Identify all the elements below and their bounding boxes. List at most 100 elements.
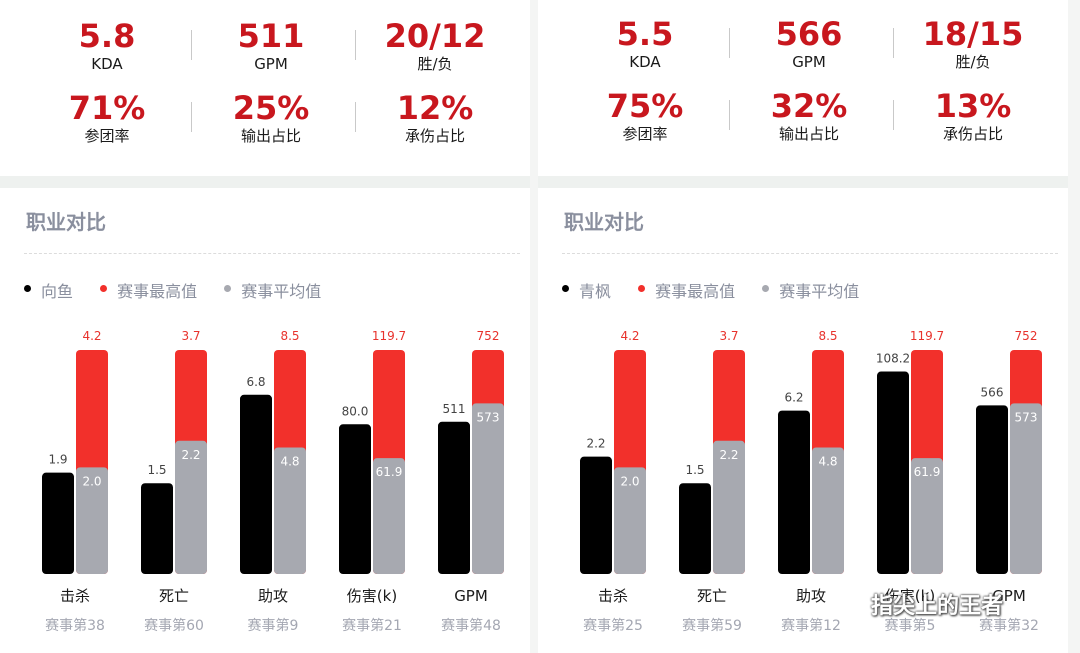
- rank-label: 赛事第25: [583, 617, 643, 634]
- legend-dot: [638, 284, 646, 292]
- stat-label: 输出占比: [240, 127, 301, 145]
- bar-max-label: 4.2: [82, 329, 101, 343]
- stat-divider: [729, 28, 730, 58]
- bar-average-label: 4.8: [818, 455, 837, 469]
- stat-label: 输出占比: [778, 125, 839, 143]
- wechat-icon: [835, 596, 864, 618]
- stat-value: 511: [237, 17, 305, 55]
- bar-player-label: 6.2: [784, 391, 803, 405]
- bar-player: [141, 483, 173, 574]
- bar-average-label: 61.9: [376, 465, 403, 479]
- bar-max-label: 752: [477, 329, 500, 343]
- stat-kda: 5.8 KDA: [32, 18, 182, 74]
- bar-average-label: 2.2: [719, 448, 738, 462]
- section-band: [538, 176, 1068, 188]
- bar-player: [679, 483, 711, 574]
- bar-max-label: 3.7: [719, 329, 738, 343]
- rank-label: 赛事第32: [979, 617, 1039, 634]
- bar-average: [175, 440, 207, 574]
- bar-max-label: 119.7: [372, 329, 406, 343]
- bar-player: [240, 394, 272, 574]
- bar-average: [614, 467, 646, 574]
- rank-label: 赛事第60: [144, 617, 204, 634]
- stat-value: 12%: [396, 89, 474, 127]
- legend-dot: [224, 284, 232, 292]
- section-title: 职业对比: [26, 210, 106, 234]
- stat-divider: [191, 30, 192, 60]
- stat-divider: [893, 28, 894, 58]
- stat-value: 5.8: [78, 17, 136, 55]
- stat-label: 胜/负: [955, 53, 991, 71]
- bar-player-label: 511: [443, 402, 466, 416]
- stat-label: 参团率: [84, 127, 130, 145]
- bar-average: [812, 447, 844, 574]
- category-label: GPM: [454, 587, 488, 605]
- legend-player: 向鱼: [24, 278, 73, 302]
- stats-grid: 5.8 KDA 511 GPM 20/12 胜/负 71% 参团率 25% 输出占比 12…: [0, 0, 530, 176]
- bar-max-label: 119.7: [910, 329, 944, 343]
- legend-label: 赛事最高值: [655, 282, 736, 301]
- bar-player-label: 2.2: [586, 437, 605, 451]
- bar-average: [713, 440, 745, 574]
- stat-win-loss: 18/15 胜/负: [898, 16, 1048, 72]
- legend-dot: [100, 284, 108, 292]
- rank-label: 赛事第12: [781, 617, 841, 634]
- bar-max-label: 8.5: [818, 329, 837, 343]
- bar-player-label: 108.2: [876, 352, 910, 366]
- bar-player: [42, 472, 74, 574]
- bar-player: [580, 456, 612, 574]
- legend-player: 青枫: [562, 278, 611, 302]
- bar-average-label: 2.2: [181, 448, 200, 462]
- legend-max: 赛事最高值: [638, 278, 735, 302]
- category-label: 死亡: [159, 587, 189, 605]
- stat-label: GPM: [792, 53, 826, 71]
- stat-value: 566: [775, 15, 843, 53]
- rank-label: 赛事第59: [682, 617, 742, 634]
- legend-avg: 赛事平均值: [762, 278, 859, 302]
- stat-value: 75%: [606, 87, 684, 125]
- bar-average: [911, 458, 943, 574]
- stat-divider: [355, 102, 356, 132]
- stat-damage-share: 32% 输出占比: [734, 88, 884, 144]
- bar-average: [274, 447, 306, 574]
- stat-participation: 75% 参团率: [570, 88, 720, 144]
- legend-label: 赛事平均值: [241, 282, 322, 301]
- stat-value: 71%: [68, 89, 146, 127]
- player-panel-left: 5.8 KDA 511 GPM 20/12 胜/负 71% 参团率 25% 输出占比 12…: [0, 0, 530, 653]
- stat-label: KDA: [629, 53, 661, 71]
- stat-value: 32%: [770, 87, 848, 125]
- player-panel-right: 5.5 KDA 566 GPM 18/15 胜/负 75% 参团率 32% 输出占比 13…: [538, 0, 1068, 653]
- bar-average-label: 2.0: [82, 474, 101, 488]
- bar-player: [438, 421, 470, 574]
- rank-label: 赛事第21: [342, 617, 402, 634]
- bar-max-label: 4.2: [620, 329, 639, 343]
- rank-label: 赛事第9: [248, 617, 299, 634]
- stat-gpm: 566 GPM: [734, 16, 884, 72]
- bar-player-label: 1.5: [685, 463, 704, 477]
- stat-value: 18/15: [922, 15, 1024, 53]
- bar-player-label: 1.9: [48, 453, 67, 467]
- stat-divider: [355, 30, 356, 60]
- legend-avg: 赛事平均值: [224, 278, 321, 302]
- section-band: [0, 176, 530, 188]
- legend-dot: [24, 284, 31, 292]
- bar-player: [778, 410, 810, 574]
- dashed-divider: [562, 253, 1058, 254]
- legend-dot: [762, 284, 770, 292]
- watermark: 指尖上的王者: [835, 588, 1003, 620]
- bar-average: [373, 458, 405, 574]
- bar-average: [76, 467, 108, 574]
- bar-average: [1010, 403, 1042, 574]
- dashed-divider: [24, 253, 520, 254]
- bar-player: [976, 405, 1008, 574]
- stat-tank-share: 13% 承伤占比: [898, 88, 1048, 144]
- legend-label: 向鱼: [41, 282, 74, 301]
- stat-divider: [191, 102, 192, 132]
- legend-label: 赛事最高值: [117, 282, 198, 301]
- category-label: 伤害(k): [885, 587, 935, 605]
- stats-grid: 5.5 KDA 566 GPM 18/15 胜/负 75% 参团率 32% 输出占比 13…: [538, 0, 1068, 176]
- stat-divider: [729, 100, 730, 130]
- legend-dot: [562, 284, 569, 292]
- stat-value: 20/12: [384, 17, 486, 55]
